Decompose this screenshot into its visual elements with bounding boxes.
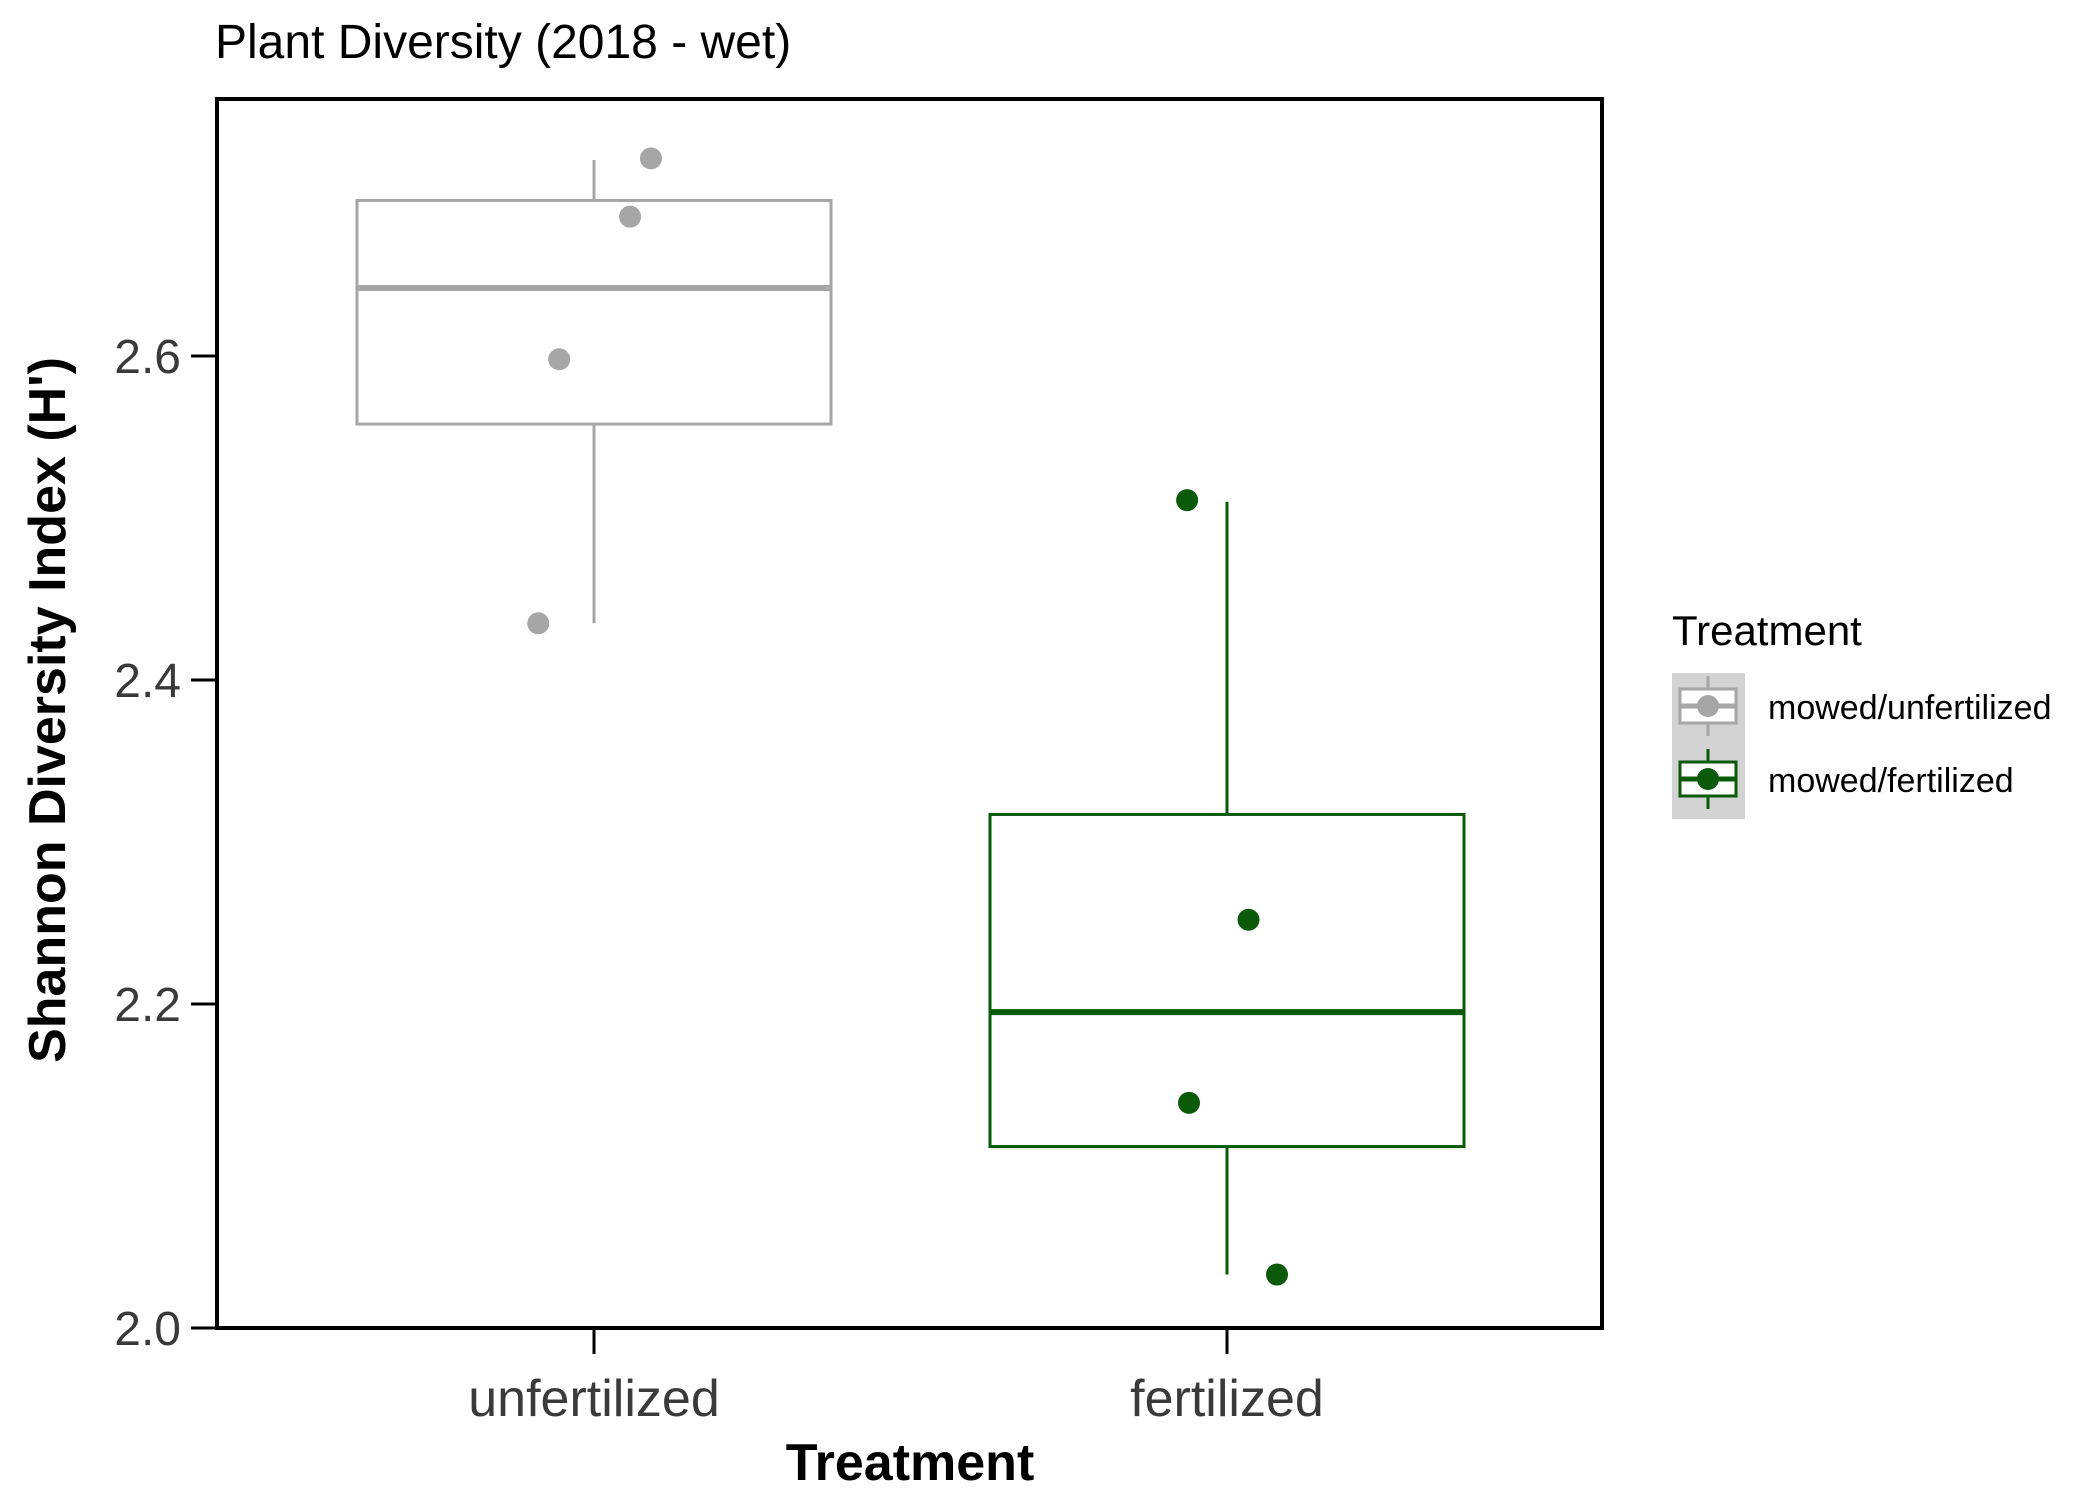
x-tick-label: unfertilized xyxy=(468,1370,719,1428)
y-tick-label: 2.6 xyxy=(114,331,181,384)
legend: Treatment mowed/unfertilized mowed/fertil… xyxy=(1672,607,2051,819)
y-tick-label: 2.2 xyxy=(114,979,181,1032)
x-tick-label: fertilized xyxy=(1130,1370,1324,1428)
y-axis: 2.0 2.2 2.4 2.6 xyxy=(114,331,217,1356)
data-point xyxy=(548,348,571,371)
data-point xyxy=(1266,1263,1289,1286)
y-axis-title: Shannon Diversity Index (H') xyxy=(19,357,77,1063)
data-point xyxy=(1237,908,1260,931)
legend-label: mowed/unfertilized xyxy=(1768,689,2051,727)
data-point xyxy=(1176,489,1199,512)
x-axis: unfertilized fertilized xyxy=(468,1328,1324,1428)
y-tick-label: 2.0 xyxy=(114,1303,181,1356)
y-tick-label: 2.4 xyxy=(114,655,181,708)
data-point xyxy=(527,612,550,635)
box xyxy=(355,198,833,426)
chart-title: Plant Diversity (2018 - wet) xyxy=(215,16,791,69)
legend-title: Treatment xyxy=(1672,607,1862,654)
plot-panel xyxy=(215,97,1604,1330)
box xyxy=(988,812,1466,1149)
legend-label: mowed/fertilized xyxy=(1768,762,2014,800)
data-point xyxy=(639,147,662,170)
data-point xyxy=(619,205,642,228)
legend-key-point xyxy=(1697,768,1719,790)
data-point xyxy=(1178,1091,1201,1114)
plot-area xyxy=(355,147,1466,1286)
x-axis-title: Treatment xyxy=(786,1434,1035,1492)
legend-key-point xyxy=(1697,695,1719,717)
